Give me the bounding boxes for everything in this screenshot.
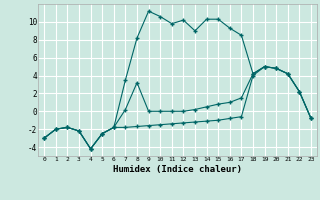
X-axis label: Humidex (Indice chaleur): Humidex (Indice chaleur) — [113, 165, 242, 174]
